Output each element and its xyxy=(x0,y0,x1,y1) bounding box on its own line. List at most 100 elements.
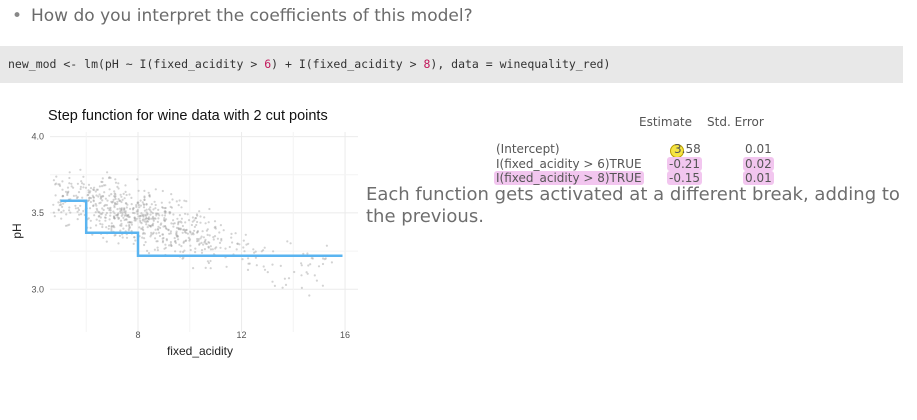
scatter-point xyxy=(65,213,68,216)
scatter-point xyxy=(95,204,98,207)
scatter-point xyxy=(124,211,127,214)
scatter-point xyxy=(208,241,211,244)
scatter-point xyxy=(66,192,69,195)
scatter-point xyxy=(234,232,237,235)
scatter-point xyxy=(183,199,186,202)
scatter-point xyxy=(161,241,164,244)
scatter-point xyxy=(161,206,164,209)
scatter-point xyxy=(81,182,84,185)
scatter-point xyxy=(112,224,115,227)
scatter-point xyxy=(138,217,141,220)
scatter-point xyxy=(183,229,186,232)
scatter-point xyxy=(150,203,153,206)
scatter-point xyxy=(119,219,123,222)
scatter-point xyxy=(161,189,164,193)
scatter-point xyxy=(137,189,140,192)
scatter-point xyxy=(138,206,141,209)
scatter-point xyxy=(76,182,79,185)
scatter-point xyxy=(126,214,130,217)
scatter-point xyxy=(116,216,119,219)
scatter-point xyxy=(147,191,150,194)
scatter-point xyxy=(128,193,131,196)
scatter-point xyxy=(169,241,172,244)
scatter-point xyxy=(109,209,112,212)
scatter-point xyxy=(117,242,120,245)
scatter-point xyxy=(145,208,148,211)
scatter-point xyxy=(208,207,211,211)
scatter-point xyxy=(112,210,115,213)
scatter-point xyxy=(207,241,210,244)
scatter-point xyxy=(113,196,117,199)
scatter-point xyxy=(192,267,195,270)
scatter-point xyxy=(109,214,112,217)
scatter-point xyxy=(141,236,144,239)
scatter-point xyxy=(148,218,151,221)
scatter-point xyxy=(262,249,265,252)
scatter-point xyxy=(181,224,184,228)
scatter-point xyxy=(149,224,152,228)
scatter-point xyxy=(61,194,64,197)
scatter-point xyxy=(101,199,104,202)
scatter-point xyxy=(68,223,71,226)
scatter-point xyxy=(116,200,119,203)
scatter-point xyxy=(165,218,168,221)
scatter-point xyxy=(79,213,83,216)
scatter-point xyxy=(114,197,117,201)
scatter-point xyxy=(147,216,151,219)
scatter-point xyxy=(58,184,62,187)
step-function-plot: Step function for wine data with 2 cut p… xyxy=(0,96,365,366)
scatter-point xyxy=(206,260,209,263)
scatter-point xyxy=(84,186,87,189)
scatter-point xyxy=(110,225,113,228)
scatter-point xyxy=(105,211,108,215)
scatter-point xyxy=(153,217,156,220)
scatter-point xyxy=(180,206,183,209)
y-tick-labels: 3.0 3.5 4.0 xyxy=(31,132,44,295)
step-fit-line xyxy=(60,199,343,257)
scatter-point xyxy=(88,197,91,200)
scatter-point xyxy=(173,240,177,243)
scatter-point xyxy=(164,225,167,228)
scatter-point xyxy=(143,237,146,240)
scatter-point xyxy=(61,205,64,208)
scatter-point xyxy=(62,202,65,205)
scatter-point xyxy=(139,199,142,202)
scatter-point xyxy=(236,242,239,245)
x-axis-label: fixed_acidity xyxy=(167,344,233,358)
scatter-point xyxy=(81,196,84,199)
scatter-point xyxy=(143,203,146,206)
scatter-point xyxy=(139,219,142,222)
scatter-point xyxy=(104,184,107,187)
scatter-point xyxy=(137,215,140,218)
scatter-point xyxy=(82,175,85,178)
scatter-point xyxy=(247,242,250,245)
scatter-point xyxy=(145,217,148,220)
scatter-point xyxy=(130,221,133,224)
scatter-point xyxy=(230,232,233,235)
scatter-point xyxy=(142,231,145,234)
scatter-point xyxy=(202,243,205,246)
scatter-point xyxy=(145,221,148,224)
scatter-point xyxy=(157,225,160,228)
scatter-point xyxy=(54,194,57,197)
row-label-intercept: (Intercept) xyxy=(496,142,560,156)
scatter-point xyxy=(106,207,109,210)
scatter-point xyxy=(106,171,109,174)
scatter-point xyxy=(215,246,218,249)
scatter-point xyxy=(116,202,119,205)
scatter-point xyxy=(164,246,167,249)
scatter-point xyxy=(163,210,166,213)
scatter-point xyxy=(205,242,208,246)
scatter-point xyxy=(61,188,64,191)
scatter-point xyxy=(110,193,113,196)
scatter-point xyxy=(195,223,198,227)
scatter-point xyxy=(190,233,193,236)
scatter-point xyxy=(212,236,215,239)
scatter-point xyxy=(91,194,94,197)
code-block: new_mod <- lm(pH ~ I(fixed_acidity > 6) … xyxy=(0,46,903,83)
scatter-point xyxy=(183,228,186,231)
scatter-point xyxy=(87,189,90,192)
scatter-point xyxy=(110,200,113,203)
scatter-point xyxy=(97,195,100,198)
scatter-point xyxy=(125,236,129,239)
